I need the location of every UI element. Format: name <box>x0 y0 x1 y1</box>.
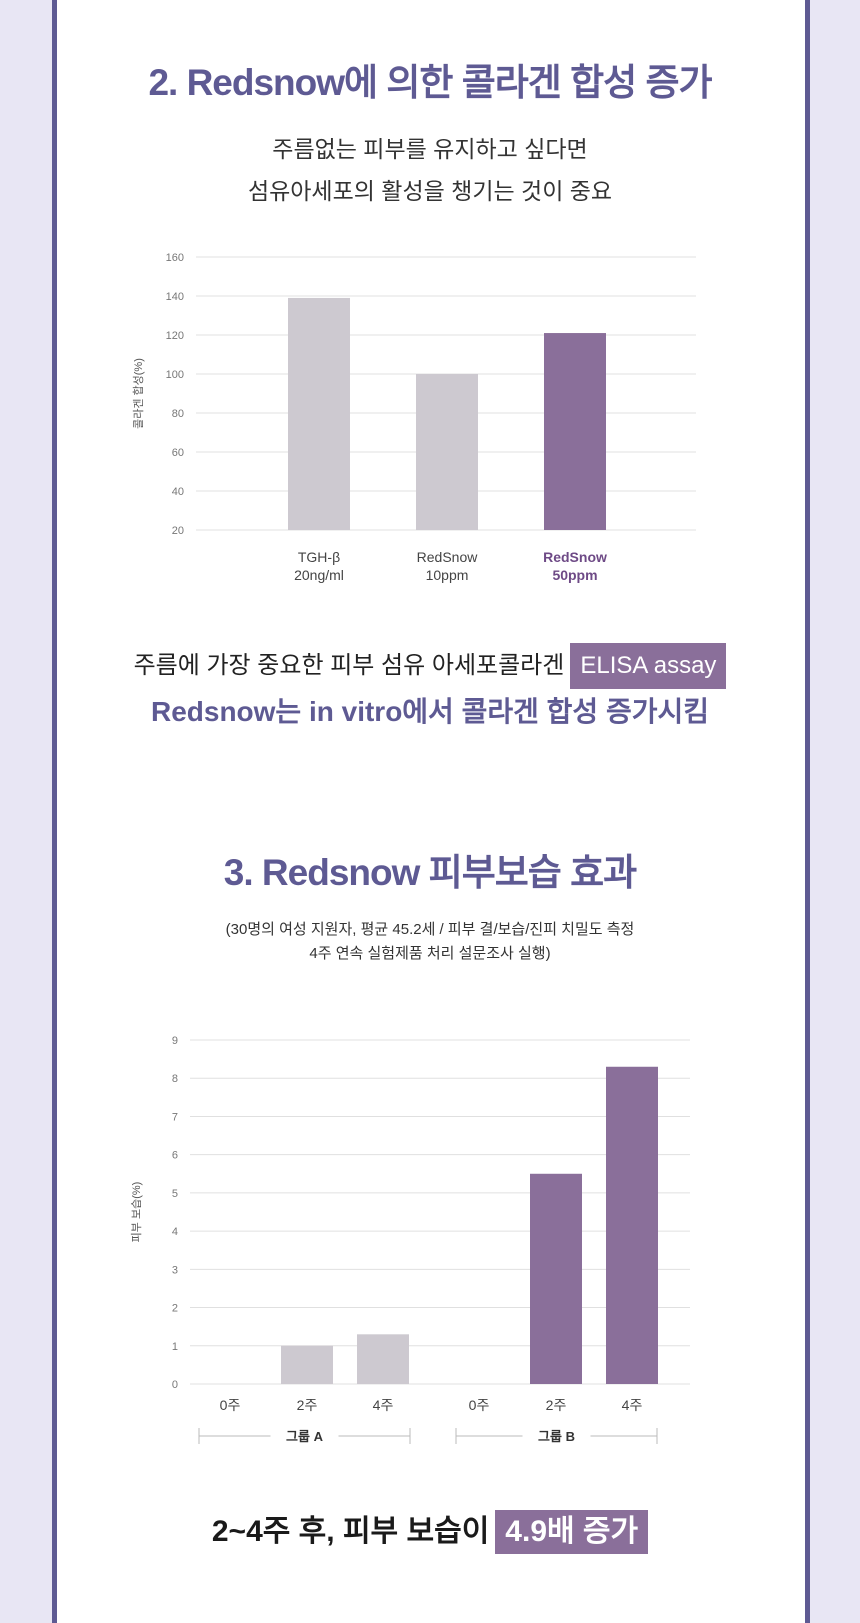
x-tick-label: RedSnow <box>417 549 479 565</box>
section2-title: 2. Redsnow에 의한 콜라겐 합성 증가 <box>148 62 712 103</box>
y-tick-label: 140 <box>166 291 184 303</box>
elisa-assay-badge: ELISA assay <box>570 643 727 689</box>
section2-caption-line1: 주름에 가장 중요한 피부 섬유 아세포콜라겐 ELISA assay <box>0 643 860 689</box>
y-tick-label: 160 <box>166 252 184 264</box>
y-tick-label: 7 <box>172 1111 178 1123</box>
y-tick-label: 9 <box>172 1035 178 1047</box>
y-tick-label: 80 <box>172 408 184 420</box>
x-tick-label: RedSnow <box>543 549 607 565</box>
x-tick-label: TGH-β <box>298 549 340 565</box>
section3-title: 3. Redsnow 피부보습 효과 <box>223 852 637 893</box>
bar <box>416 374 478 530</box>
x-tick-label: 10ppm <box>426 567 469 583</box>
bar <box>288 297 350 530</box>
x-tick-label: 50ppm <box>552 567 597 583</box>
y-tick-label: 3 <box>172 1264 178 1276</box>
x-tick-label: 4주 <box>373 1397 394 1413</box>
y-tick-label: 8 <box>172 1073 178 1085</box>
bar <box>606 1066 658 1384</box>
x-tick-label: 2주 <box>546 1397 567 1413</box>
section3-note-line2: 4주 연속 실험제품 처리 설문조사 실행) <box>309 945 551 962</box>
final-result: 2~4주 후, 피부 보습이 4.9배 증가 <box>0 1510 860 1554</box>
bar <box>530 1173 582 1384</box>
x-tick-label: 4주 <box>622 1397 643 1413</box>
y-tick-label: 6 <box>172 1150 178 1162</box>
x-tick-label: 2주 <box>297 1397 318 1413</box>
section3-note-line1: (30명의 여성 지원자, 평균 45.2세 / 피부 결/보습/진피 치밀도 … <box>225 921 635 938</box>
bar <box>544 333 606 530</box>
y-tick-label: 2 <box>172 1303 178 1315</box>
y-axis-label: 피부 보습(%) <box>130 1182 143 1243</box>
y-tick-label: 60 <box>172 447 184 459</box>
section2-caption-line2: Redsnow는 in vitro에서 콜라겐 합성 증가시킴 <box>150 696 710 727</box>
y-tick-label: 40 <box>172 486 184 498</box>
caption-text: 주름에 가장 중요한 피부 섬유 아세포콜라겐 <box>133 652 565 679</box>
bar <box>281 1345 333 1384</box>
x-tick-label: 0주 <box>469 1397 490 1413</box>
y-tick-label: 120 <box>166 330 184 342</box>
section2-subtitle-line1: 주름없는 피부를 유지하고 싶다면 <box>272 136 588 162</box>
final-text: 2~4주 후, 피부 보습이 <box>211 1515 490 1548</box>
section2-subtitle-line2: 섬유아세포의 활성을 챙기는 것이 중요 <box>247 178 613 204</box>
x-tick-label: 0주 <box>220 1397 241 1413</box>
y-tick-label: 100 <box>166 369 184 381</box>
y-tick-label: 20 <box>172 525 184 537</box>
collagen-bar-chart: 20 40 60 80 100 120 140 160 콜라겐 합성(%) TGH-β 20ng/m… <box>132 252 696 583</box>
group-label: 그룹 B <box>538 1429 575 1444</box>
y-tick-label: 5 <box>172 1188 178 1200</box>
y-tick-label: 1 <box>172 1341 178 1353</box>
increase-badge: 4.9배 증가 <box>495 1510 649 1554</box>
bar <box>357 1334 409 1384</box>
group-label: 그룹 A <box>286 1429 324 1444</box>
y-axis-label: 콜라겐 합성(%) <box>132 358 145 429</box>
x-tick-label: 20ng/ml <box>294 567 344 583</box>
y-tick-label: 0 <box>172 1379 178 1391</box>
content-panel <box>52 0 810 1623</box>
y-tick-label: 4 <box>172 1226 178 1238</box>
